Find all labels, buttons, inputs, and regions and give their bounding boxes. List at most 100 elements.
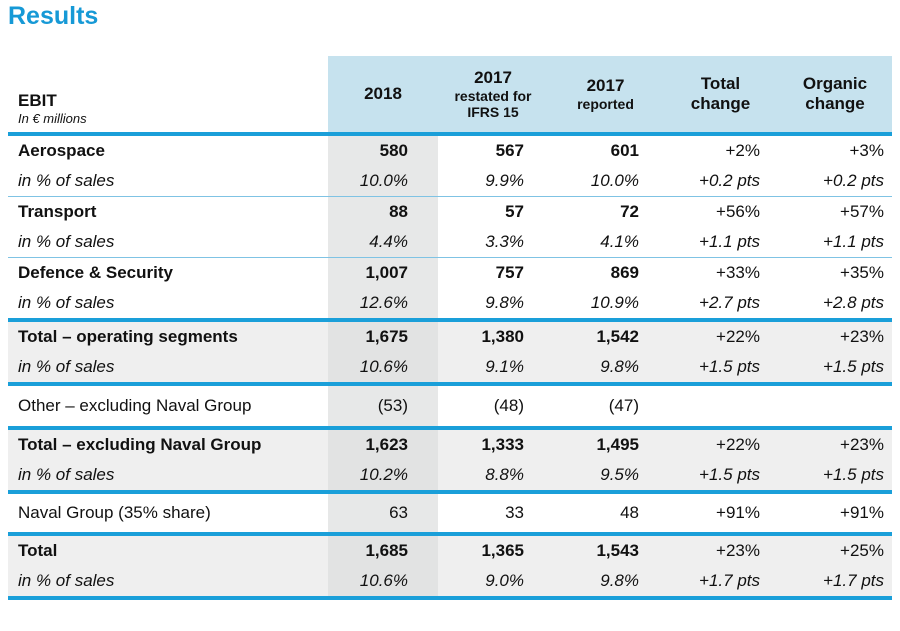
cell-2017-restated: (48): [438, 384, 548, 430]
cell-organic-change: +91%: [778, 492, 892, 536]
row-label: in % of sales: [8, 227, 328, 258]
header-ebit: EBIT In € millions: [8, 56, 328, 136]
cell-organic-change: +3%: [849, 141, 885, 160]
table-row-other: Other – excluding Naval Group (53) (48) …: [8, 384, 892, 430]
header-2018: 2018: [328, 56, 438, 136]
cell-2017-restated: 3.3%: [438, 227, 548, 258]
row-label: Defence & Security: [18, 263, 173, 282]
table-row-naval-group: Naval Group (35% share) 63 33 48 +91% +9…: [8, 492, 892, 536]
row-label: Aerospace: [18, 141, 105, 160]
cell-total-change: +1.5 pts: [663, 460, 778, 494]
page-title: Results: [8, 2, 99, 30]
cell-organic-change: +2.8 pts: [778, 288, 892, 322]
header-total-change-line1: Total: [700, 74, 741, 93]
table-row-total-excluding-naval-pct: in % of sales 10.2% 8.8% 9.5% +1.5 pts +…: [8, 460, 892, 494]
header-ebit-label: EBIT: [18, 91, 57, 110]
cell-2017-reported: 10.0%: [548, 166, 663, 197]
cell-organic-change: [778, 384, 892, 430]
header-2017-restated: 2017 restated for IFRS 15: [438, 56, 548, 136]
cell-organic-change: +1.1 pts: [778, 227, 892, 258]
cell-2018: 580: [328, 134, 438, 166]
cell-2017-restated: 9.9%: [438, 166, 548, 197]
header-2017-restated-line2: IFRS 15: [467, 104, 519, 120]
cell-organic-change: +0.2 pts: [778, 166, 892, 197]
header-2017-reported-sub: reported: [577, 96, 634, 112]
cell-organic-change: +25%: [778, 534, 892, 566]
header-organic-change-line2: change: [805, 94, 865, 113]
cell-2017-reported: 10.9%: [548, 288, 663, 322]
cell-2018: 10.6%: [328, 566, 438, 600]
cell-2018: 1,675: [328, 320, 438, 352]
cell-organic-change: +1.5 pts: [778, 352, 892, 386]
cell-2017-reported: 48: [548, 492, 663, 536]
cell-organic-change: +1.7 pts: [778, 566, 892, 600]
cell-total-change: +91%: [663, 492, 778, 536]
cell-2017-reported: 869: [610, 263, 639, 282]
row-label: Total – operating segments: [8, 320, 328, 352]
row-label: in % of sales: [8, 352, 328, 386]
header-organic-change: Organic change: [778, 56, 892, 136]
table-row-total-pct: in % of sales 10.6% 9.0% 9.8% +1.7 pts +…: [8, 566, 892, 600]
ebit-results-table: EBIT In € millions 2018 2017 restated fo…: [8, 56, 892, 600]
cell-total-change: +2.7 pts: [663, 288, 778, 322]
header-2018-label: 2018: [364, 84, 402, 103]
row-label: Transport: [18, 202, 97, 221]
cell-2018: 10.2%: [328, 460, 438, 494]
cell-2017-restated: 9.8%: [438, 288, 548, 322]
cell-total-change: +2%: [725, 141, 761, 160]
cell-2017-restated: 9.1%: [438, 352, 548, 386]
header-2017-restated-year: 2017: [474, 68, 512, 87]
cell-2018: (53): [328, 384, 438, 430]
cell-total-change: +0.2 pts: [663, 166, 778, 197]
cell-total-change: +22%: [663, 428, 778, 460]
cell-2017-reported: 1,495: [548, 428, 663, 460]
table-row-aerospace-pct: in % of sales 10.0% 9.9% 10.0% +0.2 pts …: [8, 166, 892, 197]
cell-2017-reported: 9.8%: [548, 566, 663, 600]
header-organic-change-line1: Organic: [802, 74, 868, 93]
cell-2018: 10.0%: [328, 166, 438, 197]
header-total-change: Total change: [663, 56, 778, 136]
cell-2017-reported: 9.5%: [548, 460, 663, 494]
cell-2017-reported: 9.8%: [548, 352, 663, 386]
cell-total-change: +1.7 pts: [663, 566, 778, 600]
table-row-transport-pct: in % of sales 4.4% 3.3% 4.1% +1.1 pts +1…: [8, 227, 892, 258]
cell-2018: 1,623: [328, 428, 438, 460]
cell-organic-change: +23%: [778, 428, 892, 460]
cell-2018: 1,007: [328, 257, 438, 288]
table-row-aerospace: Aerospace 580 567 601 +2% +3%: [8, 134, 892, 166]
results-table-container: EBIT In € millions 2018 2017 restated fo…: [8, 56, 892, 600]
cell-2017-reported: 601: [610, 141, 639, 160]
cell-2017-reported: (47): [548, 384, 663, 430]
cell-2017-restated: 57: [505, 202, 524, 221]
cell-2017-restated: 9.0%: [438, 566, 548, 600]
cell-total-change: +1.5 pts: [663, 352, 778, 386]
cell-total-change: +56%: [716, 202, 760, 221]
header-2017-restated-line1: restated for: [454, 88, 532, 104]
table-row-defence-security-pct: in % of sales 12.6% 9.8% 10.9% +2.7 pts …: [8, 288, 892, 322]
row-label: Total: [8, 534, 328, 566]
cell-2017-reported: 1,542: [548, 320, 663, 352]
table-header-row: EBIT In € millions 2018 2017 restated fo…: [8, 56, 892, 136]
table-row-total-operating-segments: Total – operating segments 1,675 1,380 1…: [8, 320, 892, 352]
cell-2017-reported: 1,543: [548, 534, 663, 566]
cell-2017-restated: 1,365: [438, 534, 548, 566]
cell-total-change: +23%: [663, 534, 778, 566]
table-row-transport: Transport 88 57 72 +56% +57%: [8, 196, 892, 227]
cell-organic-change: +23%: [778, 320, 892, 352]
cell-total-change: +33%: [716, 263, 760, 282]
row-label: Naval Group (35% share): [8, 492, 328, 536]
cell-2018: 63: [328, 492, 438, 536]
cell-2017-restated: 1,380: [438, 320, 548, 352]
cell-2018: 4.4%: [328, 227, 438, 258]
cell-2017-restated: 757: [495, 263, 524, 282]
row-label: in % of sales: [8, 460, 328, 494]
cell-2018: 10.6%: [328, 352, 438, 386]
row-label: in % of sales: [8, 288, 328, 322]
cell-2017-restated: 1,333: [438, 428, 548, 460]
cell-2018: 1,685: [328, 534, 438, 566]
cell-2018: 12.6%: [328, 288, 438, 322]
row-label: Other – excluding Naval Group: [8, 384, 328, 430]
cell-2017-restated: 8.8%: [438, 460, 548, 494]
table-row-defence-security: Defence & Security 1,007 757 869 +33% +3…: [8, 257, 892, 288]
table-row-total-operating-segments-pct: in % of sales 10.6% 9.1% 9.8% +1.5 pts +…: [8, 352, 892, 386]
